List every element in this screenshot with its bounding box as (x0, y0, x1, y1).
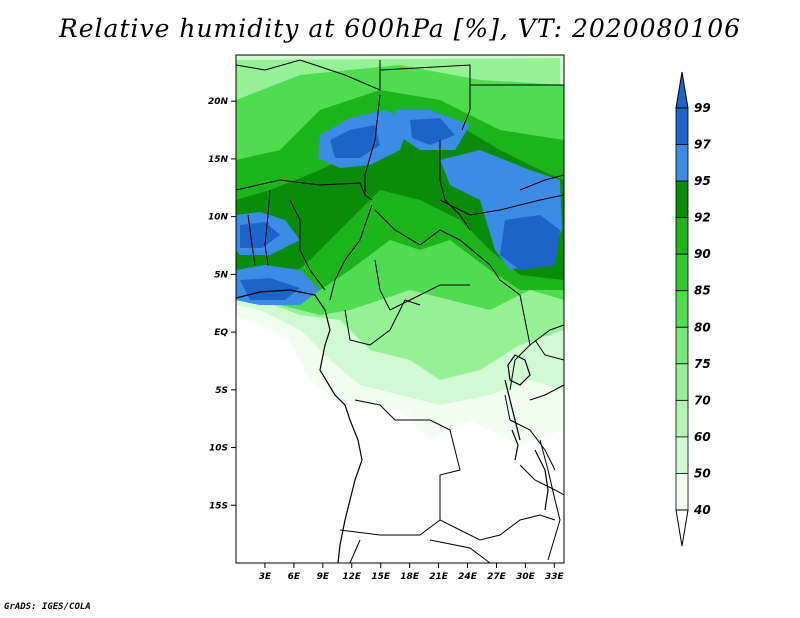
country-borders (236, 59, 564, 563)
lon-label: 15E (371, 572, 391, 582)
colorbar-band (675, 473, 689, 511)
colorbar-label: 70 (694, 393, 711, 407)
longitude-axis: 3E 6E 9E 12E 15E 18E 21E 24E 27E 30E 33E (259, 563, 565, 582)
border-benin (264, 189, 271, 266)
lat-label: 5S (215, 386, 228, 396)
colorbar-band (675, 399, 689, 438)
lon-label: 27E (487, 572, 507, 582)
colorbar-label: 75 (694, 357, 711, 371)
border-niger-nigeria (236, 179, 366, 196)
coastlines (236, 289, 549, 563)
lake-malawi (534, 449, 549, 511)
colorbar-label: 85 (694, 284, 711, 298)
border-togo (247, 214, 256, 266)
colorbar-band (675, 363, 689, 401)
colorbar-band (675, 180, 689, 219)
lat-label: 10S (209, 444, 228, 454)
colorbar-band (675, 107, 689, 145)
colorbar-label: 60 (694, 430, 711, 444)
colorbar-label: 95 (694, 174, 711, 188)
border-congo (344, 299, 421, 346)
border-angola-north (354, 399, 461, 471)
latitude-axis: 20N 15N 10N 5N EQ 5S 10S 15S (208, 97, 236, 511)
border-chad-west (364, 94, 381, 201)
border-ethiopia (519, 174, 564, 191)
border-chad-sudan-east (439, 140, 471, 231)
lon-label: 12E (342, 572, 362, 582)
border-kenya (529, 324, 564, 346)
border-car (374, 209, 521, 296)
lon-label: 24E (458, 572, 478, 582)
rh-99-patch-north (330, 125, 380, 158)
lat-label: 20N (208, 97, 229, 107)
colorbar-band (675, 436, 689, 474)
colorbar-bottom-arrow (675, 509, 689, 547)
border-mozambique (539, 439, 561, 561)
border-car-south (374, 259, 470, 311)
border-botswana (429, 539, 491, 563)
colorbar-label: 40 (693, 503, 711, 517)
lake-tanganyika (504, 379, 521, 441)
border-libya-sudan (379, 64, 471, 131)
lat-label: 15S (209, 501, 228, 511)
map-frame (235, 54, 565, 564)
border-sudan-ssudan (439, 194, 564, 216)
rh-99-patch-east (500, 215, 560, 270)
lat-label: EQ (214, 328, 228, 338)
lon-label: 30E (516, 572, 536, 582)
border-cameroon (329, 204, 373, 301)
colorbar-label: 90 (694, 247, 711, 261)
colorbar-band (675, 326, 689, 365)
border-libya-niger (236, 59, 381, 91)
lon-label: 33E (545, 572, 565, 582)
border-angola-zambia (439, 469, 556, 541)
lon-label: 18E (400, 572, 420, 582)
colorbar-top-arrow (675, 71, 689, 109)
grads-credit: GrADS: IGES/COLA (4, 602, 91, 612)
lat-label: 5N (214, 270, 228, 280)
border-tanzania (529, 384, 564, 401)
rh-99-patch-sahel-east (410, 118, 455, 145)
humidity-field (236, 55, 564, 563)
border-drc-east (504, 394, 556, 471)
colorbar-band (675, 290, 689, 328)
colorbar-label: 99 (694, 101, 711, 115)
lon-label: 9E (317, 572, 330, 582)
lon-label: 3E (259, 572, 272, 582)
rift-lakes (511, 429, 519, 461)
lon-label: 6E (288, 572, 301, 582)
chart-title: Relative humidity at 600hPa [%], VT: 202… (58, 14, 742, 43)
border-nigeria-south (289, 199, 326, 291)
colorbar: 99 97 95 92 90 85 80 75 70 60 50 40 (675, 71, 711, 547)
lat-label: 15N (208, 155, 229, 165)
colorbar-label: 97 (694, 138, 711, 152)
border-namibia (339, 519, 441, 536)
border-namibia-south (349, 539, 361, 563)
colorbar-band (675, 253, 689, 292)
lake-victoria (507, 354, 531, 386)
border-zambia-east (519, 464, 564, 496)
colorbar-label: 80 (694, 320, 711, 334)
colorbar-label: 50 (694, 466, 711, 480)
lon-label: 21E (429, 572, 449, 582)
border-kenya-ssudan (534, 339, 564, 361)
colorbar-band (675, 217, 689, 255)
colorbar-label: 92 (694, 211, 711, 225)
colorbar-band (675, 144, 689, 182)
coastline-gulf-of-guinea (236, 289, 363, 563)
lat-label: 10N (208, 213, 229, 223)
rh-99-patch-coast (240, 278, 300, 300)
